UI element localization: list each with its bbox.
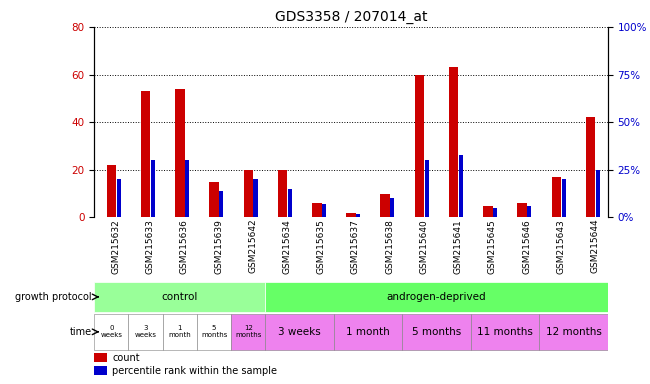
FancyBboxPatch shape	[129, 314, 162, 350]
Bar	[483, 205, 493, 217]
FancyBboxPatch shape	[265, 314, 334, 350]
Title: GDS3358 / 207014_at: GDS3358 / 207014_at	[275, 10, 427, 25]
Text: GSM215633: GSM215633	[146, 219, 155, 274]
Text: time: time	[70, 327, 92, 337]
Text: 5
months: 5 months	[201, 325, 227, 338]
Bar	[185, 160, 189, 217]
Bar	[116, 179, 121, 217]
Bar	[151, 160, 155, 217]
Bar	[586, 118, 595, 217]
Bar	[517, 203, 527, 217]
Text: 0
weeks: 0 weeks	[100, 325, 122, 338]
Bar	[141, 91, 150, 217]
Bar	[312, 203, 322, 217]
Text: GSM215643: GSM215643	[556, 219, 566, 273]
Text: androgen-deprived: androgen-deprived	[387, 292, 486, 302]
FancyBboxPatch shape	[402, 314, 471, 350]
Bar	[346, 213, 356, 217]
Bar	[391, 199, 395, 217]
FancyBboxPatch shape	[540, 314, 608, 350]
Text: 3
weeks: 3 weeks	[135, 325, 157, 338]
Bar	[219, 191, 224, 217]
Text: GSM215645: GSM215645	[488, 219, 497, 273]
Text: GSM215635: GSM215635	[317, 219, 326, 274]
Text: percentile rank within the sample: percentile rank within the sample	[112, 366, 277, 376]
Text: GSM215637: GSM215637	[351, 219, 360, 274]
Text: 5 months: 5 months	[412, 327, 462, 337]
Bar	[380, 194, 390, 217]
Text: 12 months: 12 months	[545, 327, 601, 337]
Bar	[493, 208, 497, 217]
Bar	[449, 67, 458, 217]
Text: GSM215639: GSM215639	[214, 219, 223, 274]
Text: 1 month: 1 month	[346, 327, 390, 337]
Bar	[288, 189, 292, 217]
Bar	[356, 214, 360, 217]
FancyBboxPatch shape	[197, 314, 231, 350]
Text: GSM215646: GSM215646	[522, 219, 531, 273]
Bar	[209, 182, 219, 217]
Text: 1
month: 1 month	[168, 325, 191, 338]
FancyBboxPatch shape	[94, 281, 265, 312]
Bar	[552, 177, 561, 217]
Text: GSM215636: GSM215636	[180, 219, 189, 274]
FancyBboxPatch shape	[94, 314, 129, 350]
Bar	[596, 170, 600, 217]
Text: growth protocol: growth protocol	[15, 292, 92, 302]
FancyBboxPatch shape	[265, 281, 608, 312]
Bar	[278, 170, 287, 217]
FancyBboxPatch shape	[94, 366, 107, 375]
FancyBboxPatch shape	[334, 314, 402, 350]
Text: 11 months: 11 months	[477, 327, 533, 337]
FancyBboxPatch shape	[471, 314, 540, 350]
FancyBboxPatch shape	[231, 314, 265, 350]
Text: GSM215632: GSM215632	[111, 219, 120, 273]
Text: GSM215638: GSM215638	[385, 219, 395, 274]
Bar	[415, 74, 424, 217]
Bar	[322, 204, 326, 217]
Text: GSM215641: GSM215641	[454, 219, 463, 273]
Text: GSM215644: GSM215644	[591, 219, 600, 273]
Bar	[254, 179, 257, 217]
Text: count: count	[112, 353, 140, 363]
Bar	[175, 89, 185, 217]
Text: control: control	[162, 292, 198, 302]
Text: GSM215640: GSM215640	[419, 219, 428, 273]
Bar	[562, 179, 566, 217]
Bar	[107, 165, 116, 217]
Bar	[527, 206, 532, 217]
FancyBboxPatch shape	[94, 353, 107, 362]
Bar	[459, 155, 463, 217]
Text: GSM215634: GSM215634	[283, 219, 292, 273]
Text: 3 weeks: 3 weeks	[278, 327, 321, 337]
Text: 12
months: 12 months	[235, 325, 261, 338]
FancyBboxPatch shape	[162, 314, 197, 350]
Bar	[424, 160, 429, 217]
Bar	[244, 170, 253, 217]
Text: GSM215642: GSM215642	[248, 219, 257, 273]
